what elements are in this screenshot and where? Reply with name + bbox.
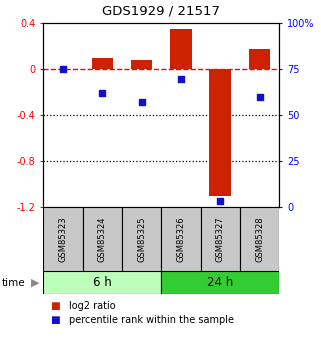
Text: time: time bbox=[2, 278, 25, 287]
Text: GSM85327: GSM85327 bbox=[216, 216, 225, 262]
Bar bbox=[131, 60, 152, 69]
Point bbox=[218, 199, 223, 204]
Point bbox=[100, 90, 105, 96]
Point bbox=[60, 67, 65, 72]
Text: ■: ■ bbox=[50, 315, 59, 325]
Text: GSM85328: GSM85328 bbox=[255, 216, 264, 262]
Bar bbox=[210, 69, 231, 196]
Text: GSM85323: GSM85323 bbox=[58, 216, 67, 262]
Bar bbox=[201, 207, 240, 271]
Text: 24 h: 24 h bbox=[207, 276, 233, 289]
Bar bbox=[161, 207, 201, 271]
Text: GSM85325: GSM85325 bbox=[137, 216, 146, 262]
Bar bbox=[240, 207, 279, 271]
Bar bbox=[83, 207, 122, 271]
Bar bbox=[43, 207, 83, 271]
Text: GSM85326: GSM85326 bbox=[177, 216, 186, 262]
Bar bbox=[43, 271, 161, 294]
Point bbox=[257, 94, 262, 100]
Text: ▶: ▶ bbox=[31, 278, 40, 287]
Text: GDS1929 / 21517: GDS1929 / 21517 bbox=[101, 4, 220, 18]
Bar bbox=[249, 49, 270, 69]
Text: 6 h: 6 h bbox=[93, 276, 112, 289]
Text: ■: ■ bbox=[50, 302, 59, 311]
Point bbox=[139, 100, 144, 105]
Text: percentile rank within the sample: percentile rank within the sample bbox=[69, 315, 234, 325]
Point bbox=[178, 76, 184, 81]
Bar bbox=[91, 58, 113, 69]
Bar bbox=[170, 29, 192, 69]
Bar bbox=[161, 271, 279, 294]
Text: GSM85324: GSM85324 bbox=[98, 216, 107, 262]
Bar bbox=[122, 207, 161, 271]
Text: log2 ratio: log2 ratio bbox=[69, 302, 116, 311]
